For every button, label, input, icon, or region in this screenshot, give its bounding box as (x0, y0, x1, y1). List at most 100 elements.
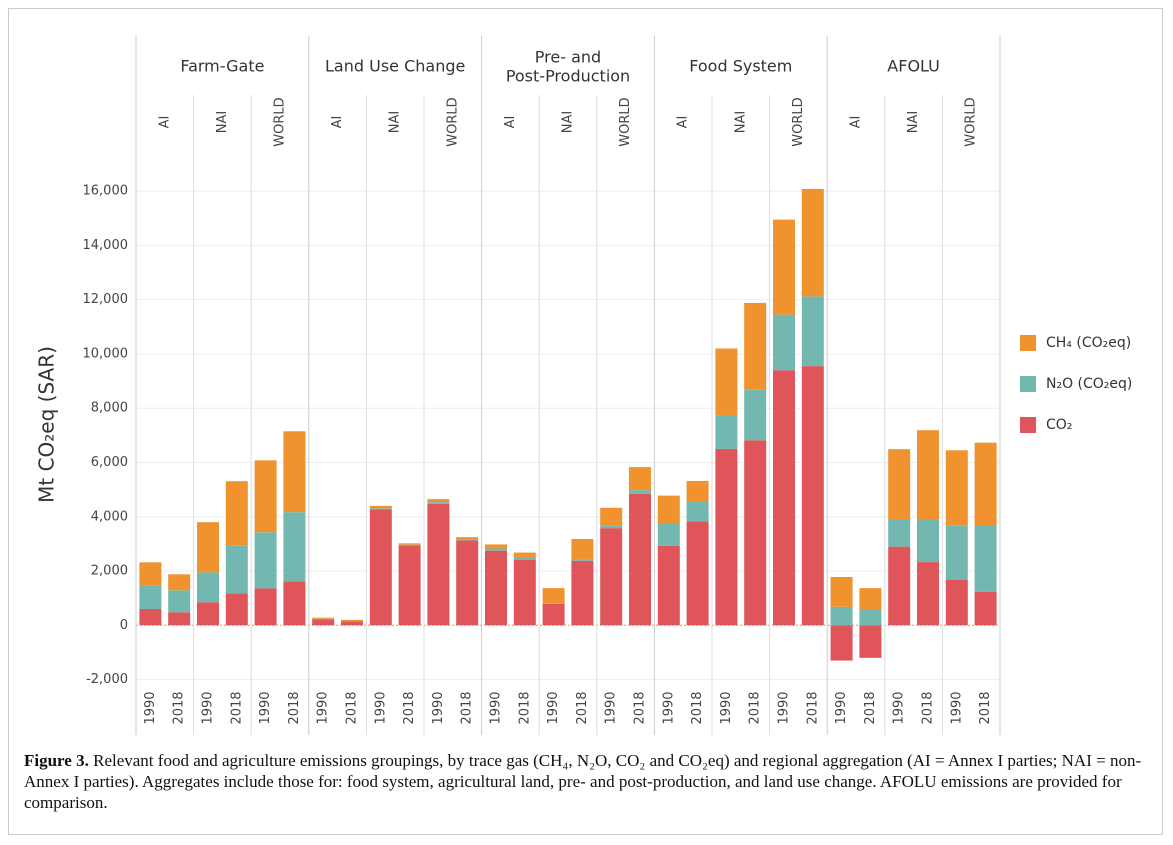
bar-segment (888, 518, 911, 547)
x-tick-label: 1990 (373, 691, 388, 724)
x-tick-label: 2018 (402, 691, 417, 724)
bar-segment (341, 619, 363, 621)
bar-segment (456, 539, 479, 541)
x-tick-label: 2018 (575, 691, 590, 724)
x-tick-label: 1990 (777, 691, 792, 724)
bar-segment (859, 625, 882, 658)
y-tick-label: 0 (120, 618, 128, 633)
bar-segment (801, 296, 824, 367)
bar-segment (715, 415, 738, 449)
bar-segment (168, 574, 191, 591)
x-tick-label: 2018 (863, 691, 878, 724)
bar-segment (398, 545, 421, 626)
bar-segment (312, 618, 335, 620)
bar-segment (168, 612, 191, 626)
bar-segment (542, 603, 565, 626)
legend-label: CH₄ (CO₂eq) (1046, 335, 1131, 351)
x-tick-label: 2018 (229, 691, 244, 724)
bar-segment (974, 442, 997, 526)
bar-segment (197, 602, 219, 626)
bar-segment (225, 481, 248, 546)
bar-segment (427, 502, 450, 504)
bar-segment (773, 314, 795, 371)
bar-segment (197, 522, 219, 573)
x-tick-label: 1990 (546, 691, 561, 724)
bar-segment (917, 430, 939, 521)
bar-segment (974, 591, 997, 626)
bar-segment (715, 448, 738, 626)
region-label: AI (157, 116, 172, 129)
bar-segment (657, 523, 680, 546)
region-label: WORLD (791, 97, 806, 146)
bar-segment (571, 539, 594, 560)
bar-segment (225, 593, 248, 626)
bar-segment (744, 389, 767, 441)
legend-label: CO₂ (1046, 417, 1072, 433)
bar-segment (485, 548, 507, 551)
x-tick-label: 1990 (949, 691, 964, 724)
y-tick-label: 4,000 (91, 509, 128, 524)
x-tick-label: 1990 (661, 691, 676, 724)
bar-segment (600, 528, 623, 626)
bar-segment (801, 366, 824, 626)
region-label: WORLD (273, 97, 288, 146)
bar-segment (139, 609, 162, 626)
y-tick-label: 10,000 (83, 346, 129, 361)
bar-segment (773, 370, 795, 626)
caption-label: Figure 3. (24, 751, 89, 770)
bar-segment (744, 440, 767, 626)
bar-segment (686, 521, 709, 626)
bar-segment (830, 625, 853, 661)
x-tick-label: 2018 (805, 691, 820, 724)
bar-segment (974, 525, 997, 592)
y-tick-label: 16,000 (83, 184, 129, 199)
y-tick-label: 2,000 (91, 564, 128, 579)
legend-swatch (1020, 376, 1036, 392)
chart: -2,000 0 2,000 4,000 6,000 8,000 10,000 12,000 1… (35, 36, 1132, 735)
bar-segment (571, 559, 594, 561)
x-tick-label: 2018 (921, 691, 936, 724)
bar-segment (830, 577, 853, 607)
region-label: WORLD (618, 97, 633, 146)
x-tick-label: 1990 (316, 691, 331, 724)
bar-segment (369, 505, 392, 509)
bar-segment (254, 588, 277, 626)
y-tick-label: 8,000 (91, 401, 128, 416)
legend-swatch (1020, 417, 1036, 433)
bar-segment (773, 219, 795, 315)
bar-segment (254, 532, 277, 589)
bar-segment (369, 509, 392, 626)
figure-frame (8, 8, 1163, 835)
bar-segment (456, 537, 479, 540)
x-tick-label: 1990 (431, 691, 446, 724)
region-label: AI (676, 116, 691, 129)
bar-segment (888, 449, 911, 519)
x-tick-label: 2018 (978, 691, 993, 724)
x-tick-label: 2018 (690, 691, 705, 724)
bar-segment (629, 467, 651, 491)
group-label: Food System (689, 57, 792, 76)
bar-segment (686, 480, 709, 502)
bar-segment (369, 508, 392, 510)
region-label: AI (503, 116, 518, 129)
bar-segment (542, 588, 565, 604)
bar-segment (513, 559, 536, 626)
bar-segment (571, 560, 594, 626)
bar-segment (341, 621, 363, 626)
bar-segment (513, 552, 536, 558)
bar-segment (139, 562, 162, 586)
bar-segment (917, 520, 939, 563)
x-tick-label: 1990 (892, 691, 907, 724)
x-tick-label: 1990 (604, 691, 619, 724)
bar-segment (254, 460, 277, 533)
bar-segment (859, 609, 882, 626)
y-tick-label: 12,000 (83, 292, 129, 307)
x-tick-label: 2018 (517, 691, 532, 724)
bar-segment (715, 348, 738, 416)
caption: Figure 3. Relevant food and agriculture … (24, 750, 1144, 813)
region-label: WORLD (445, 97, 460, 146)
x-tick-label: 1990 (834, 691, 849, 724)
group-label: Pre- and Post-Production (506, 47, 630, 85)
bar-segment (657, 545, 680, 626)
bar-segment (225, 545, 248, 594)
